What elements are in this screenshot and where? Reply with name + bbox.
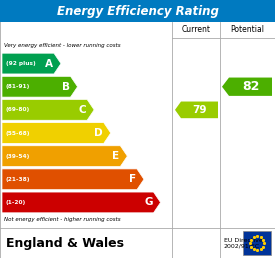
Text: Energy Efficiency Rating: Energy Efficiency Rating [57, 4, 218, 18]
Text: (1-20): (1-20) [6, 200, 26, 205]
Text: F: F [129, 174, 136, 184]
Polygon shape [2, 169, 144, 190]
Polygon shape [2, 192, 161, 213]
Text: (55-68): (55-68) [6, 131, 31, 135]
Text: (21-38): (21-38) [6, 177, 31, 182]
Text: Very energy efficient - lower running costs: Very energy efficient - lower running co… [4, 44, 121, 49]
Polygon shape [2, 146, 127, 166]
Text: B: B [62, 82, 70, 92]
Text: (81-91): (81-91) [6, 84, 30, 89]
Text: G: G [144, 197, 153, 207]
Text: D: D [94, 128, 103, 138]
Text: 79: 79 [192, 105, 207, 115]
Text: EU Directive
2002/91/EC: EU Directive 2002/91/EC [224, 238, 263, 248]
Text: England & Wales: England & Wales [6, 237, 124, 249]
Text: C: C [78, 105, 86, 115]
Polygon shape [2, 123, 111, 143]
FancyBboxPatch shape [0, 0, 275, 22]
Text: A: A [45, 59, 53, 69]
Text: (69-80): (69-80) [6, 107, 30, 112]
Polygon shape [222, 78, 272, 96]
Polygon shape [2, 76, 78, 97]
FancyBboxPatch shape [243, 231, 271, 255]
Text: Potential: Potential [230, 26, 265, 35]
Text: (39-54): (39-54) [6, 154, 30, 159]
Polygon shape [175, 102, 218, 118]
Text: E: E [112, 151, 119, 161]
Text: Current: Current [182, 26, 210, 35]
Polygon shape [2, 53, 61, 74]
Text: Not energy efficient - higher running costs: Not energy efficient - higher running co… [4, 217, 121, 222]
Text: 82: 82 [242, 80, 259, 93]
Polygon shape [2, 100, 94, 120]
Text: (92 plus): (92 plus) [6, 61, 36, 66]
